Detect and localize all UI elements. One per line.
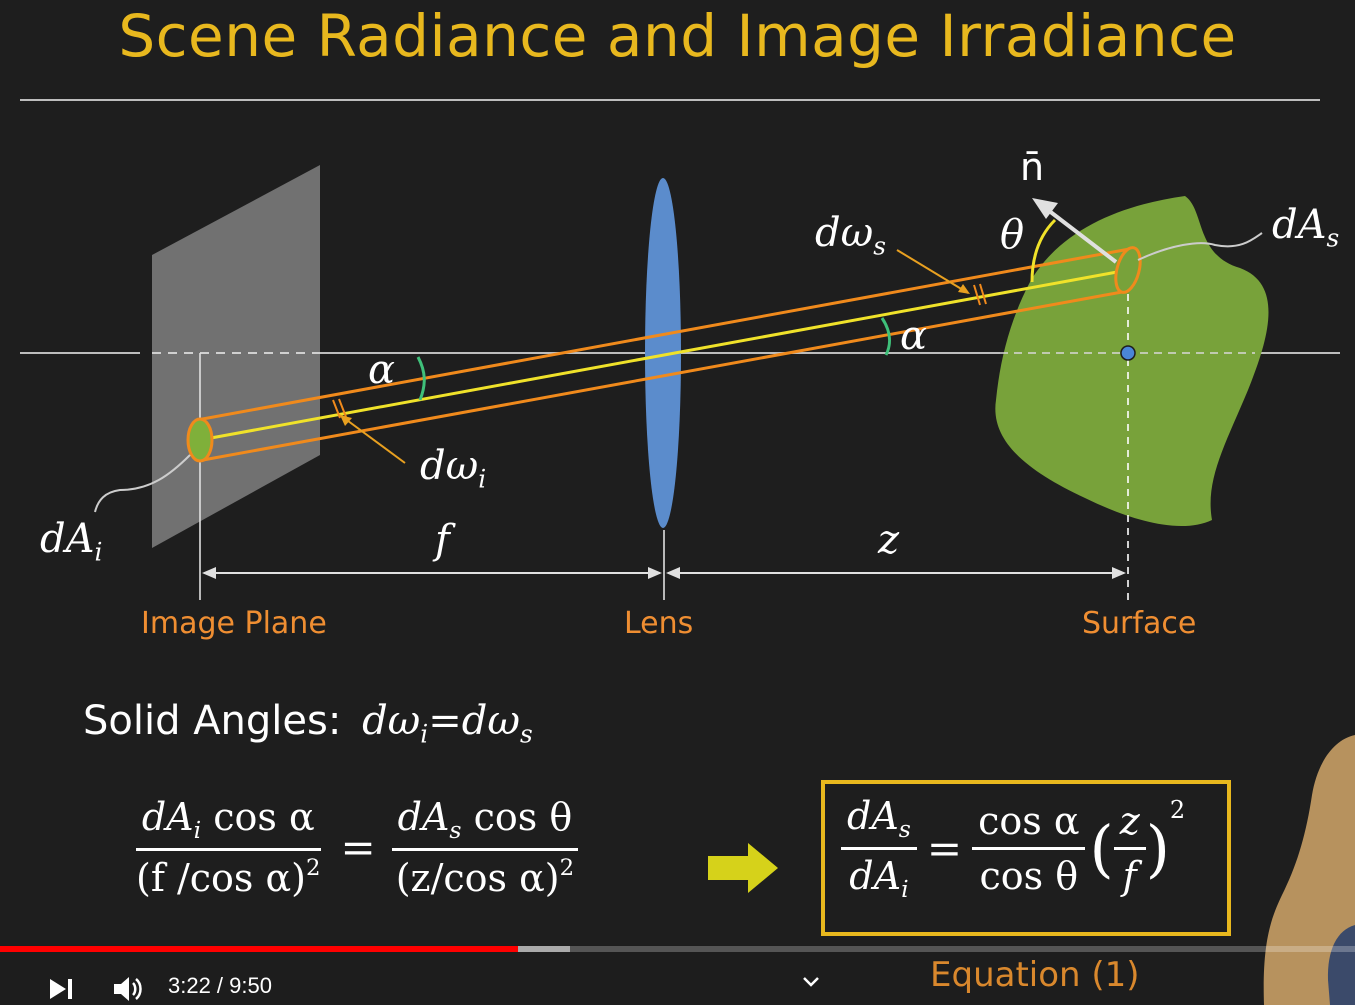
fraction-surface: dAs cos θ (z/cos α)2: [390, 795, 580, 900]
dimension-z-head-left: [666, 567, 680, 579]
solid-angle-surface: dωs: [461, 698, 533, 749]
area-element-image: [186, 417, 214, 463]
area-ratio: dAs dAi: [841, 794, 917, 903]
d-a-s-label: dAs: [1272, 202, 1340, 253]
alpha-arc-image: [416, 356, 426, 401]
lens-caption: Lens: [624, 606, 694, 641]
fraction-image: dAi cos α (f /cos α)2: [135, 795, 321, 901]
d-omega-i-mark: [332, 398, 347, 419]
next-icon[interactable]: [48, 977, 76, 1001]
d-omega-s-label: dωs: [815, 210, 886, 261]
optics-diagram: [20, 99, 1340, 893]
area-element-surface: [1114, 246, 1142, 294]
progress-track[interactable]: [0, 946, 1355, 952]
alpha-label-surface: α: [900, 313, 928, 359]
d-omega-i-pointer-head: [340, 415, 352, 426]
dimension-f-head-left: [202, 567, 216, 579]
surface-patch: [995, 196, 1269, 527]
progress-played[interactable]: [0, 946, 518, 952]
chief-ray: [199, 268, 1129, 442]
solid-angle-image: dωi: [362, 698, 429, 749]
image-plane: [152, 165, 320, 548]
cone-lower-edge: [202, 290, 1123, 462]
f-label: f: [435, 517, 450, 563]
image-plane-caption: Image Plane: [141, 606, 327, 641]
dimension-z-head-right: [1112, 567, 1126, 579]
player-controls: [0, 945, 1355, 1005]
d-a-s-pointer: [1137, 232, 1263, 261]
distance-ratio: z f: [1113, 799, 1146, 898]
d-omega-s-pointer-head: [958, 284, 970, 294]
surface-caption: Surface: [1082, 606, 1197, 641]
z-label: z: [878, 517, 900, 563]
slide: Scene Radiance and Image Irradiance: [20, 2, 1355, 1005]
presenter: [1263, 735, 1355, 1005]
volume-icon[interactable]: [112, 975, 146, 1003]
lens: [645, 178, 681, 528]
equals-sign: =: [340, 823, 376, 873]
d-omega-i-pointer: [339, 414, 406, 464]
d-omega-s-mark: [973, 283, 987, 306]
cone-upper-edge: [196, 246, 1136, 422]
implies-arrow: [708, 843, 778, 893]
equation-label: Equation (1): [930, 955, 1140, 995]
d-omega-i-label: dωi: [420, 443, 487, 494]
time-display: 3:22 / 9:50: [168, 973, 272, 998]
slide-title: Scene Radiance and Image Irradiance: [118, 2, 1237, 70]
dimension-f-head-right: [648, 567, 662, 579]
d-omega-s-pointer: [896, 249, 969, 294]
solid-angles-prefix: Solid Angles:: [83, 698, 342, 744]
d-a-i-label: dAi: [40, 516, 103, 567]
theta-arc: [1030, 218, 1057, 283]
solid-angles-statement: Solid Angles: dωi=dωs: [83, 698, 533, 749]
normal-vector-head: [1032, 198, 1058, 219]
chevron-down-icon[interactable]: [802, 975, 820, 989]
normal-vector: [1046, 208, 1118, 264]
normal-label: n̄: [1020, 145, 1045, 189]
alpha-label-image: α: [368, 347, 396, 393]
theta-label: θ: [1000, 212, 1025, 258]
surface-axis-point: [1120, 345, 1136, 361]
alpha-arc-surface: [880, 317, 891, 356]
cosine-ratio: cos α cos θ: [972, 799, 1086, 898]
equation-solid-angle-expansion: dAi cos α (f /cos α)2 = dAs cos θ (z/cos…: [130, 795, 580, 900]
d-a-i-pointer: [94, 454, 191, 513]
boxed-equation: dAs dAi = cos α cos θ ( z f ) 2: [821, 780, 1231, 936]
